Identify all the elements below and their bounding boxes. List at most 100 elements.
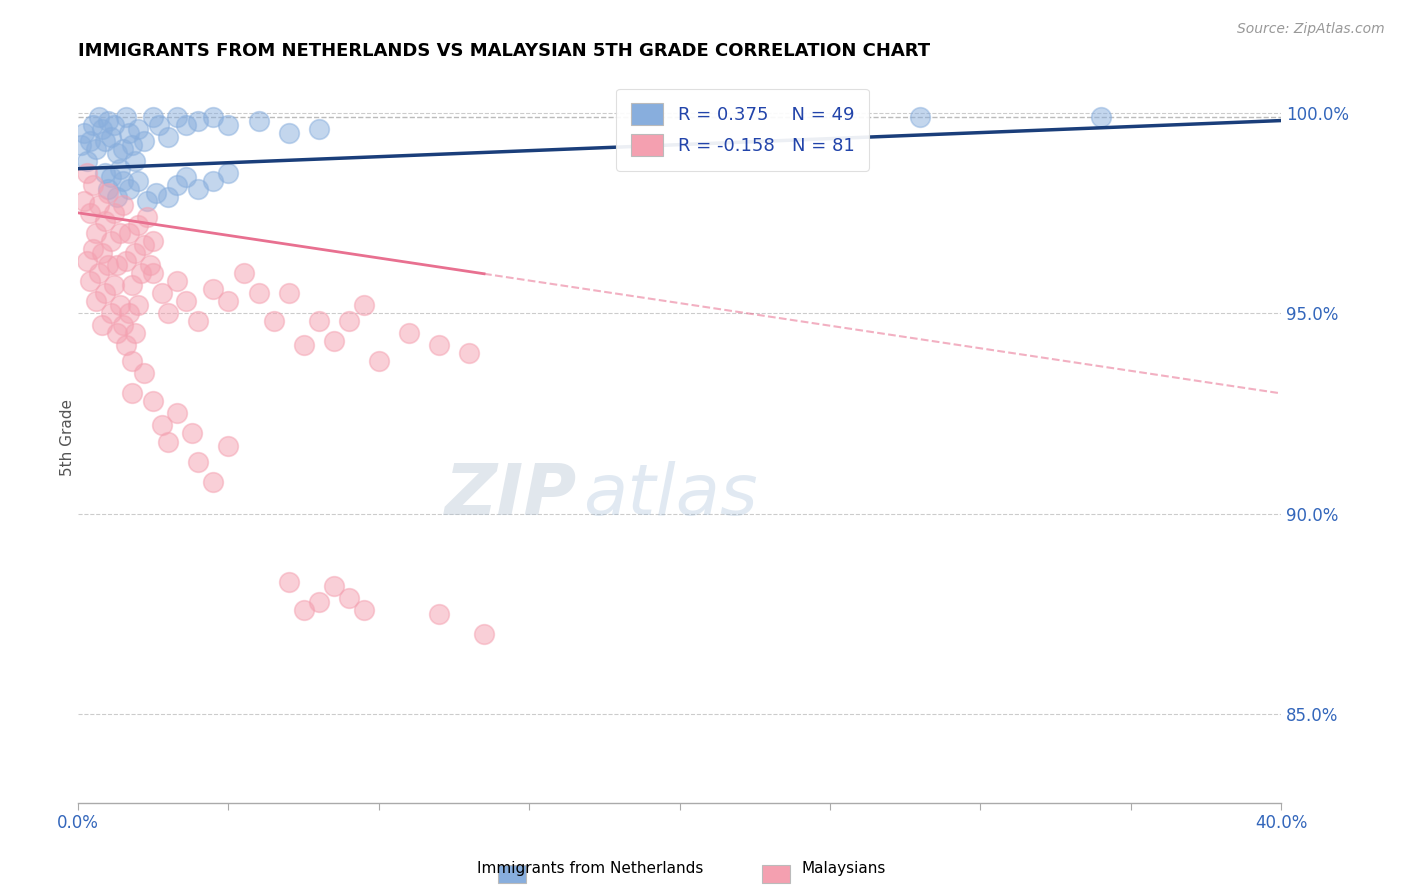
- Point: [94, 286, 117, 301]
- Point: [127, 218, 149, 232]
- Point: [103, 206, 125, 220]
- Point: [124, 246, 146, 260]
- Point: [127, 121, 149, 136]
- Point: [150, 286, 173, 301]
- Point: [112, 174, 135, 188]
- Point: [458, 346, 481, 360]
- Point: [118, 126, 141, 140]
- Point: [115, 110, 138, 124]
- Point: [110, 226, 132, 240]
- Point: [105, 145, 128, 160]
- Point: [181, 426, 204, 441]
- Point: [118, 306, 141, 320]
- Point: [217, 438, 239, 452]
- Point: [76, 166, 98, 180]
- Point: [82, 242, 104, 256]
- Text: IMMIGRANTS FROM NETHERLANDS VS MALAYSIAN 5TH GRADE CORRELATION CHART: IMMIGRANTS FROM NETHERLANDS VS MALAYSIAN…: [79, 42, 931, 60]
- Point: [166, 178, 188, 192]
- Point: [112, 198, 135, 212]
- Point: [100, 169, 122, 184]
- Point: [337, 591, 360, 605]
- Point: [322, 334, 344, 349]
- Point: [103, 278, 125, 293]
- Point: [427, 338, 450, 352]
- Point: [79, 134, 101, 148]
- Point: [79, 206, 101, 220]
- Point: [105, 190, 128, 204]
- Y-axis label: 5th Grade: 5th Grade: [59, 399, 75, 476]
- Point: [292, 603, 315, 617]
- Point: [97, 182, 120, 196]
- Text: Immigrants from Netherlands: Immigrants from Netherlands: [477, 861, 704, 876]
- Point: [127, 174, 149, 188]
- Point: [263, 314, 285, 328]
- Point: [247, 113, 270, 128]
- Text: ZIP: ZIP: [446, 461, 578, 531]
- Point: [232, 266, 254, 280]
- Point: [277, 574, 299, 589]
- Point: [89, 266, 111, 280]
- Point: [322, 579, 344, 593]
- Point: [142, 110, 165, 124]
- Point: [129, 266, 152, 280]
- Point: [148, 118, 170, 132]
- Point: [292, 338, 315, 352]
- Point: [100, 234, 122, 248]
- Point: [97, 113, 120, 128]
- Point: [427, 607, 450, 621]
- Point: [118, 226, 141, 240]
- Point: [166, 110, 188, 124]
- Point: [89, 110, 111, 124]
- Point: [187, 314, 209, 328]
- Point: [337, 314, 360, 328]
- Point: [91, 246, 114, 260]
- Point: [112, 318, 135, 333]
- Point: [94, 214, 117, 228]
- Point: [103, 118, 125, 132]
- Point: [124, 326, 146, 341]
- Point: [124, 153, 146, 168]
- Point: [84, 294, 107, 309]
- Point: [136, 194, 159, 208]
- Point: [472, 627, 495, 641]
- Point: [1090, 110, 1112, 124]
- Point: [136, 210, 159, 224]
- Point: [115, 338, 138, 352]
- Point: [76, 153, 98, 168]
- Point: [97, 258, 120, 272]
- Point: [157, 306, 180, 320]
- Point: [166, 274, 188, 288]
- Point: [202, 282, 225, 296]
- Point: [127, 298, 149, 312]
- Point: [157, 129, 180, 144]
- Point: [105, 326, 128, 341]
- Point: [202, 110, 225, 124]
- Point: [247, 286, 270, 301]
- Legend: R = 0.375    N = 49, R = -0.158   N = 81: R = 0.375 N = 49, R = -0.158 N = 81: [616, 89, 869, 170]
- Point: [145, 186, 167, 200]
- Point: [142, 266, 165, 280]
- Point: [91, 121, 114, 136]
- Point: [73, 126, 96, 140]
- Point: [82, 118, 104, 132]
- Point: [176, 118, 198, 132]
- Point: [82, 178, 104, 192]
- Point: [94, 166, 117, 180]
- Point: [134, 367, 156, 381]
- Point: [176, 294, 198, 309]
- Point: [908, 110, 931, 124]
- Point: [112, 142, 135, 156]
- Point: [134, 238, 156, 252]
- Point: [84, 226, 107, 240]
- Point: [150, 418, 173, 433]
- Point: [110, 298, 132, 312]
- Point: [89, 198, 111, 212]
- Point: [217, 294, 239, 309]
- Point: [308, 595, 330, 609]
- Point: [115, 254, 138, 268]
- Point: [398, 326, 420, 341]
- Point: [142, 394, 165, 409]
- Point: [134, 134, 156, 148]
- Point: [277, 126, 299, 140]
- Point: [76, 254, 98, 268]
